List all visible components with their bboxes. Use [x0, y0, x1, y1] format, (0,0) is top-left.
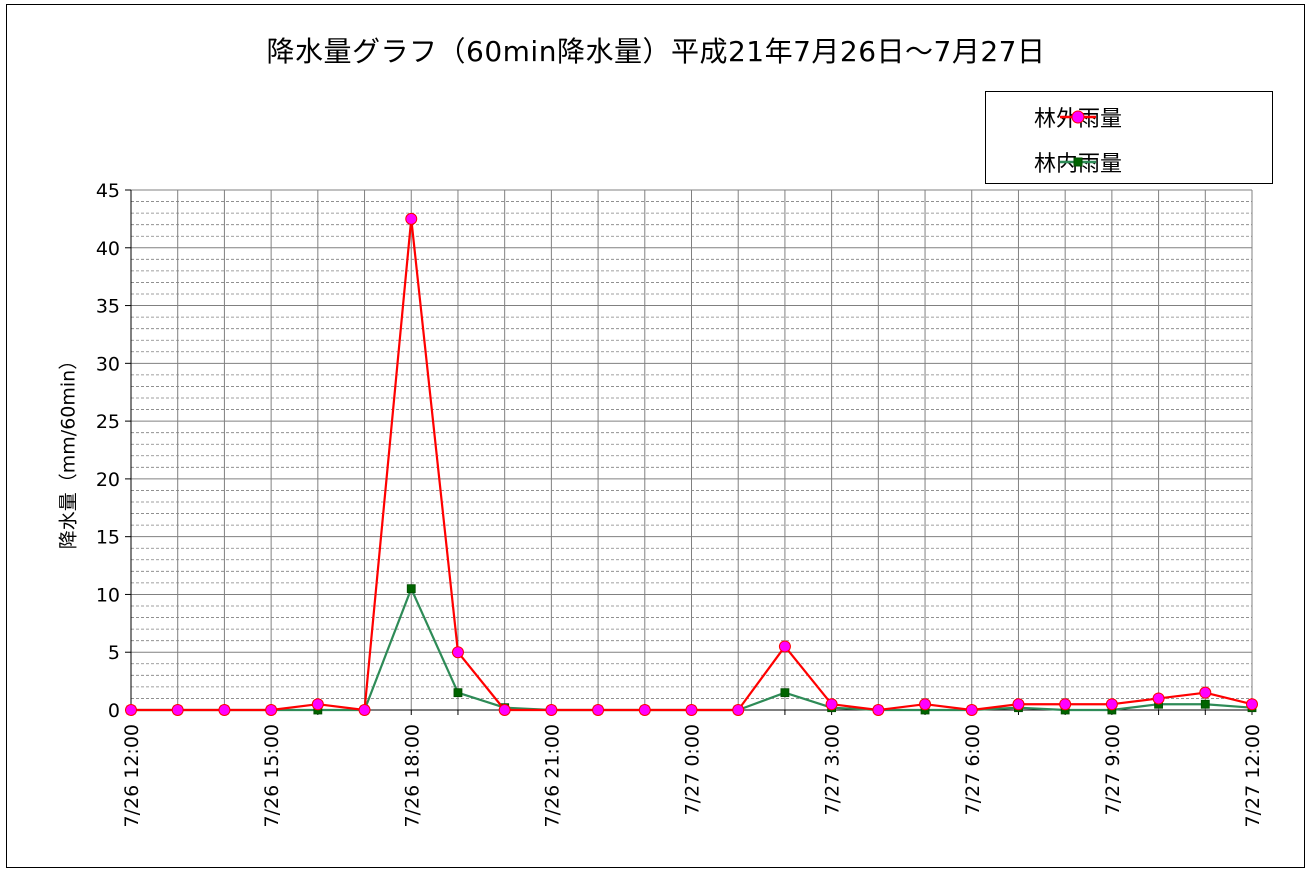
legend-swatch-inside [1060, 157, 1096, 167]
y-axis-title: 降水量（mm/60min） [57, 350, 80, 550]
legend-swatch-outside [1060, 110, 1096, 124]
legend: 林外雨量 林内雨量 [985, 91, 1273, 184]
chart-title: 降水量グラフ（60min降水量）平成21年7月26日～7月27日 [266, 35, 1046, 68]
legend-item-outside: 林外雨量 [1034, 102, 1122, 132]
legend-item-inside: 林内雨量 [1034, 147, 1122, 177]
